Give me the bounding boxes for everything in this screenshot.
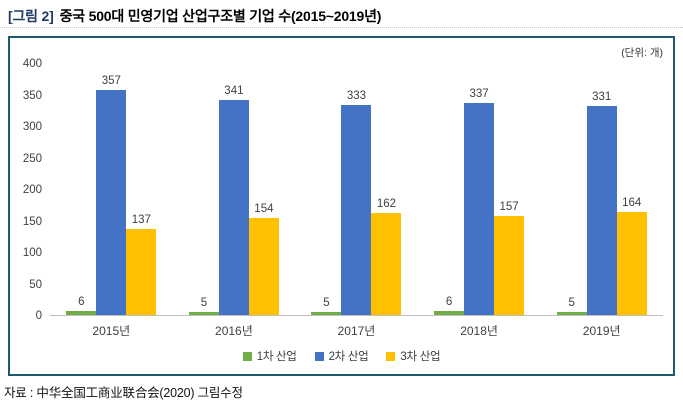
bar-1차 산업 <box>66 311 97 315</box>
bar-wrap: 6 <box>66 64 97 315</box>
bar-wrap: 157 <box>494 64 525 315</box>
bar-value-label: 337 <box>469 87 489 100</box>
legend: 1차 산업 2차 산업 3차 산업 <box>10 348 673 364</box>
legend-label: 2차 산업 <box>328 351 369 363</box>
x-tick-label: 2017년 <box>337 324 376 338</box>
legend-item: 3차 산업 <box>386 348 441 364</box>
bar-group: 6 337 157 <box>418 64 541 315</box>
y-tick-label: 300 <box>22 121 42 133</box>
bar-value-label: 333 <box>346 89 367 102</box>
bar-wrap: 333 <box>341 64 372 315</box>
bar-value-label: 357 <box>101 74 121 87</box>
bar-value-label: 6 <box>445 295 453 308</box>
y-tick-label: 200 <box>22 184 42 196</box>
x-tick-label: 2019년 <box>582 324 621 338</box>
legend-swatch-icon <box>314 351 324 361</box>
bar-value-label: 137 <box>131 213 151 226</box>
bar-3차 산업 <box>494 216 525 315</box>
bar-value-label: 341 <box>224 84 244 97</box>
bar-group: 5 331 164 <box>540 64 663 315</box>
legend-label: 3차 산업 <box>400 351 441 363</box>
bar-value-label: 5 <box>323 296 330 309</box>
legend-item: 1차 산업 <box>242 348 297 364</box>
figure-tag: [그림 2] <box>8 8 54 24</box>
y-tick-label: 100 <box>22 247 42 259</box>
bar-wrap: 357 <box>96 64 127 315</box>
legend-item: 2차 산업 <box>314 348 369 364</box>
bar-1차 산업 <box>434 311 465 315</box>
figure-title: [그림 2] 중국 500대 민영기업 산업구조별 기업 수(2015~2019년… <box>8 6 381 26</box>
bar-2차 산업 <box>341 105 372 315</box>
bar-wrap: 162 <box>371 64 402 315</box>
bar-wrap: 6 <box>434 64 465 315</box>
bar-wrap: 137 <box>126 64 157 315</box>
bar-wrap: 5 <box>311 64 342 315</box>
bar-wrap: 5 <box>556 64 587 315</box>
bar-value-label: 154 <box>254 202 274 215</box>
legend-label: 1차 산업 <box>256 351 297 363</box>
bar-group: 5 341 154 <box>173 64 296 315</box>
bar-wrap: 331 <box>586 64 617 315</box>
bar-2차 산업 <box>586 106 617 315</box>
y-tick-label: 150 <box>22 215 42 228</box>
bar-1차 산업 <box>311 312 342 315</box>
bar-2차 산업 <box>218 100 249 315</box>
bar-value-label: 164 <box>622 196 642 209</box>
legend-swatch-icon <box>386 351 396 361</box>
bar-3차 산업 <box>616 212 647 315</box>
chart-container: (단위: 개) 0 50 100 150 200 250 300 350 400 6 357 137… <box>8 36 675 376</box>
bar-value-label: 162 <box>376 197 397 210</box>
title-separator <box>0 27 683 28</box>
bar-value-label: 6 <box>78 295 85 308</box>
bar-value-label: 157 <box>499 200 519 213</box>
bar-3차 산업 <box>371 213 402 315</box>
bar-wrap: 154 <box>248 64 279 315</box>
bar-1차 산업 <box>556 312 587 315</box>
plot-row: 0 50 100 150 200 250 300 350 400 6 357 137 5 341 154 5… <box>16 58 663 322</box>
y-tick-label: 250 <box>22 152 42 165</box>
y-tick-label: 50 <box>29 278 42 291</box>
source-note: 자료 : 中华全国工商业联合会(2020) 그림수정 <box>4 386 243 400</box>
bar-wrap: 164 <box>616 64 647 315</box>
bar-wrap: 5 <box>188 64 219 315</box>
bar-3차 산업 <box>126 229 157 315</box>
bar-wrap: 337 <box>464 64 495 315</box>
bar-value-label: 5 <box>200 296 208 309</box>
bar-wrap: 341 <box>218 64 249 315</box>
x-axis: 2015년 2016년 2017년 2018년 2019년 <box>50 322 663 339</box>
figure-title-text: 중국 500대 민영기업 산업구조별 기업 수(2015~2019년) <box>59 8 382 24</box>
y-tick-label: 400 <box>22 58 42 70</box>
y-tick-label: 0 <box>35 310 42 322</box>
y-tick-label: 350 <box>22 89 42 102</box>
unit-label: (단위: 개) <box>621 47 663 59</box>
plot-area: 6 357 137 5 341 154 5 333 162 6 337 157 5 331 164 <box>50 64 663 316</box>
x-tick-label: 2018년 <box>460 324 498 338</box>
bar-value-label: 5 <box>568 296 575 309</box>
legend-swatch-icon <box>242 351 252 361</box>
bar-2차 산업 <box>96 90 127 315</box>
y-axis: 0 50 100 150 200 250 300 350 400 <box>16 58 50 322</box>
bar-value-label: 331 <box>592 90 612 103</box>
x-tick-label: 2015년 <box>92 324 131 338</box>
bar-3차 산업 <box>248 218 279 315</box>
bar-group: 6 357 137 <box>50 64 173 315</box>
x-tick-label: 2016년 <box>215 324 253 338</box>
bar-1차 산업 <box>188 312 219 315</box>
bar-2차 산업 <box>464 103 495 315</box>
bar-group: 5 333 162 <box>295 64 418 315</box>
